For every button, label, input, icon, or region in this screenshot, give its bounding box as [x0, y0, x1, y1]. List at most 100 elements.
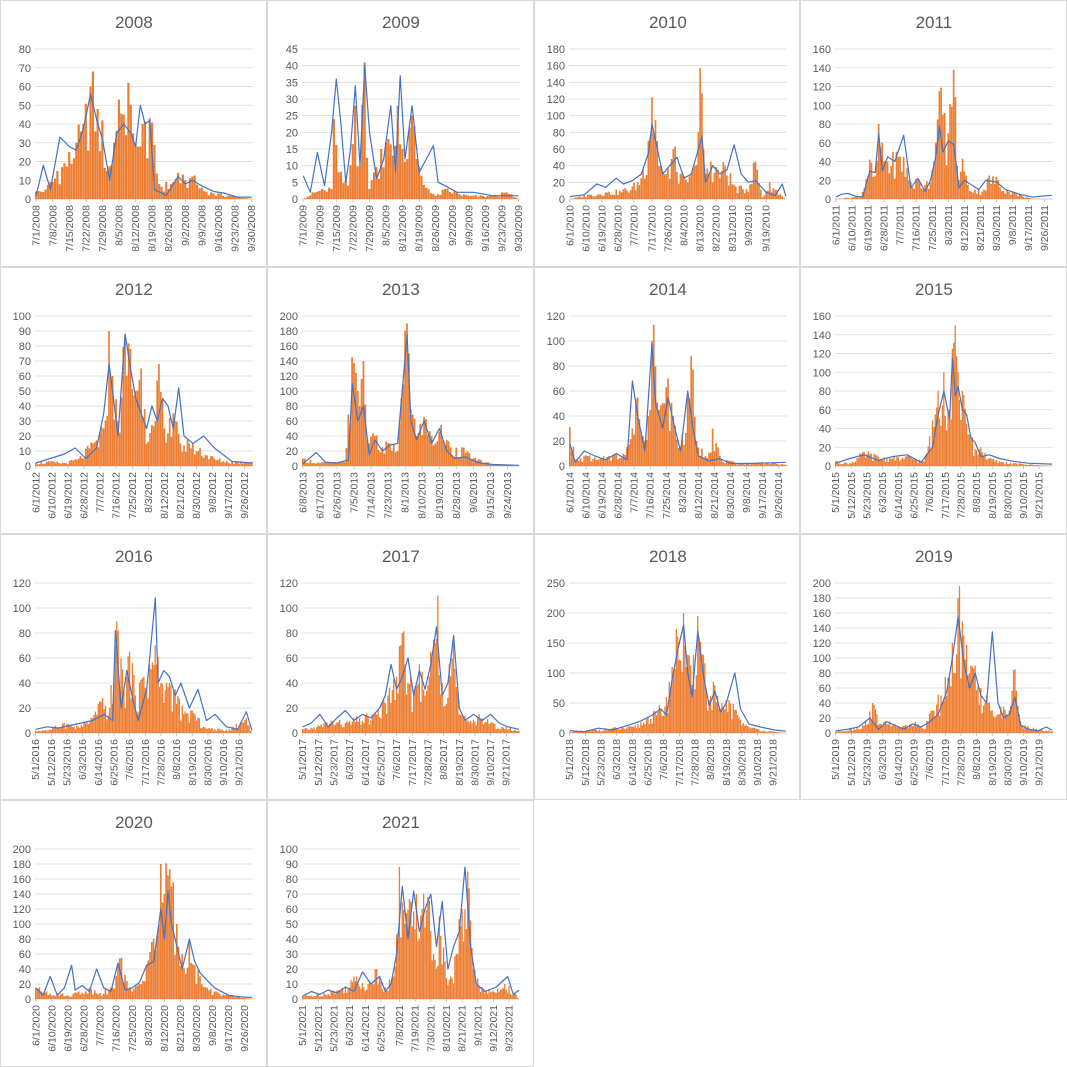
- bar: [184, 974, 187, 1000]
- bar: [144, 687, 146, 733]
- bar: [632, 726, 634, 733]
- bar: [207, 195, 210, 199]
- bar: [662, 715, 664, 733]
- y-tick-label: 160: [813, 608, 831, 620]
- bar: [353, 105, 356, 199]
- bar: [625, 190, 628, 199]
- bar: [220, 729, 222, 733]
- y-tick-label: 10: [286, 979, 298, 991]
- bar: [876, 455, 878, 466]
- y-tick-label: 30: [19, 138, 31, 150]
- bar: [113, 682, 115, 733]
- bar: [370, 720, 372, 733]
- bar: [161, 399, 164, 466]
- x-tick-label: 7/30/2021: [425, 1005, 437, 1052]
- bar: [601, 730, 603, 733]
- bar: [399, 644, 402, 733]
- bar: [100, 701, 102, 733]
- bar: [434, 959, 436, 1000]
- bar: [367, 717, 369, 733]
- bar: [722, 706, 724, 733]
- bar: [903, 459, 905, 466]
- bar: [653, 710, 656, 733]
- y-tick-label: 160: [546, 61, 564, 73]
- bar: [655, 402, 658, 466]
- bar: [776, 731, 778, 733]
- bar: [887, 461, 890, 466]
- bar: [245, 198, 248, 199]
- bar: [946, 429, 948, 466]
- bar: [67, 723, 70, 733]
- bar: [311, 996, 314, 1000]
- y-tick-label: 40: [552, 411, 564, 423]
- chart-panel-2018: 2018 0 50 100 150 200 250 5/1/2018 5/12/2018 5/23…: [533, 533, 801, 801]
- bar: [702, 654, 704, 733]
- bar: [377, 708, 379, 733]
- bar: [428, 900, 430, 1000]
- bar: [76, 459, 78, 466]
- bar: [174, 688, 176, 733]
- bar: [616, 727, 619, 733]
- bar: [867, 723, 870, 733]
- bar: [743, 464, 746, 466]
- bar: [840, 731, 843, 733]
- bar: [865, 457, 867, 466]
- x-tick-label: 5/23/2015: [862, 472, 874, 519]
- bar: [118, 958, 121, 1000]
- bar: [588, 194, 590, 199]
- bar: [906, 167, 909, 199]
- bar: [514, 197, 517, 199]
- bar: [461, 909, 463, 1000]
- bar: [339, 462, 342, 466]
- x-tick-label: 9/23/2009: [496, 205, 508, 252]
- bar: [977, 685, 979, 733]
- bar: [573, 197, 576, 199]
- bar: [320, 461, 323, 466]
- y-tick-label: 50: [286, 919, 298, 931]
- bar: [995, 176, 998, 199]
- y-tick-label: 40: [819, 423, 831, 435]
- bar: [208, 458, 210, 466]
- bar: [101, 996, 103, 1000]
- bar: [225, 995, 228, 1000]
- bar: [156, 935, 159, 1000]
- bar: [510, 465, 512, 466]
- bar: [584, 197, 587, 199]
- series-line: [835, 357, 1053, 465]
- bar: [395, 934, 397, 1000]
- bar: [892, 724, 894, 733]
- bar: [673, 425, 676, 466]
- bar: [324, 722, 326, 733]
- x-tick-label: 9/17/2020: [223, 1005, 235, 1052]
- bar: [682, 444, 685, 466]
- bar: [638, 185, 640, 199]
- bar: [980, 687, 982, 733]
- bar: [200, 984, 203, 1000]
- bar: [578, 730, 580, 733]
- bar: [436, 194, 439, 199]
- bar: [627, 444, 630, 466]
- bar: [155, 173, 158, 199]
- bar: [317, 993, 319, 1000]
- bar: [476, 978, 479, 1000]
- bar: [198, 717, 200, 733]
- bar: [469, 195, 472, 199]
- bar: [405, 323, 408, 466]
- x-tick-label: 7/26/2010: [662, 205, 674, 252]
- bar: [960, 678, 962, 733]
- bar: [356, 390, 359, 466]
- bar: [458, 457, 461, 466]
- bar: [611, 727, 613, 733]
- bar: [411, 711, 413, 733]
- x-tick-label: 6/1/2020: [30, 1005, 42, 1046]
- bar: [593, 457, 596, 466]
- bar: [331, 992, 333, 1000]
- bar: [633, 724, 636, 733]
- bar: [220, 461, 223, 466]
- bar: [448, 980, 450, 1000]
- bar: [629, 438, 631, 466]
- bar: [77, 124, 80, 199]
- bar: [103, 167, 106, 199]
- bar: [990, 457, 992, 466]
